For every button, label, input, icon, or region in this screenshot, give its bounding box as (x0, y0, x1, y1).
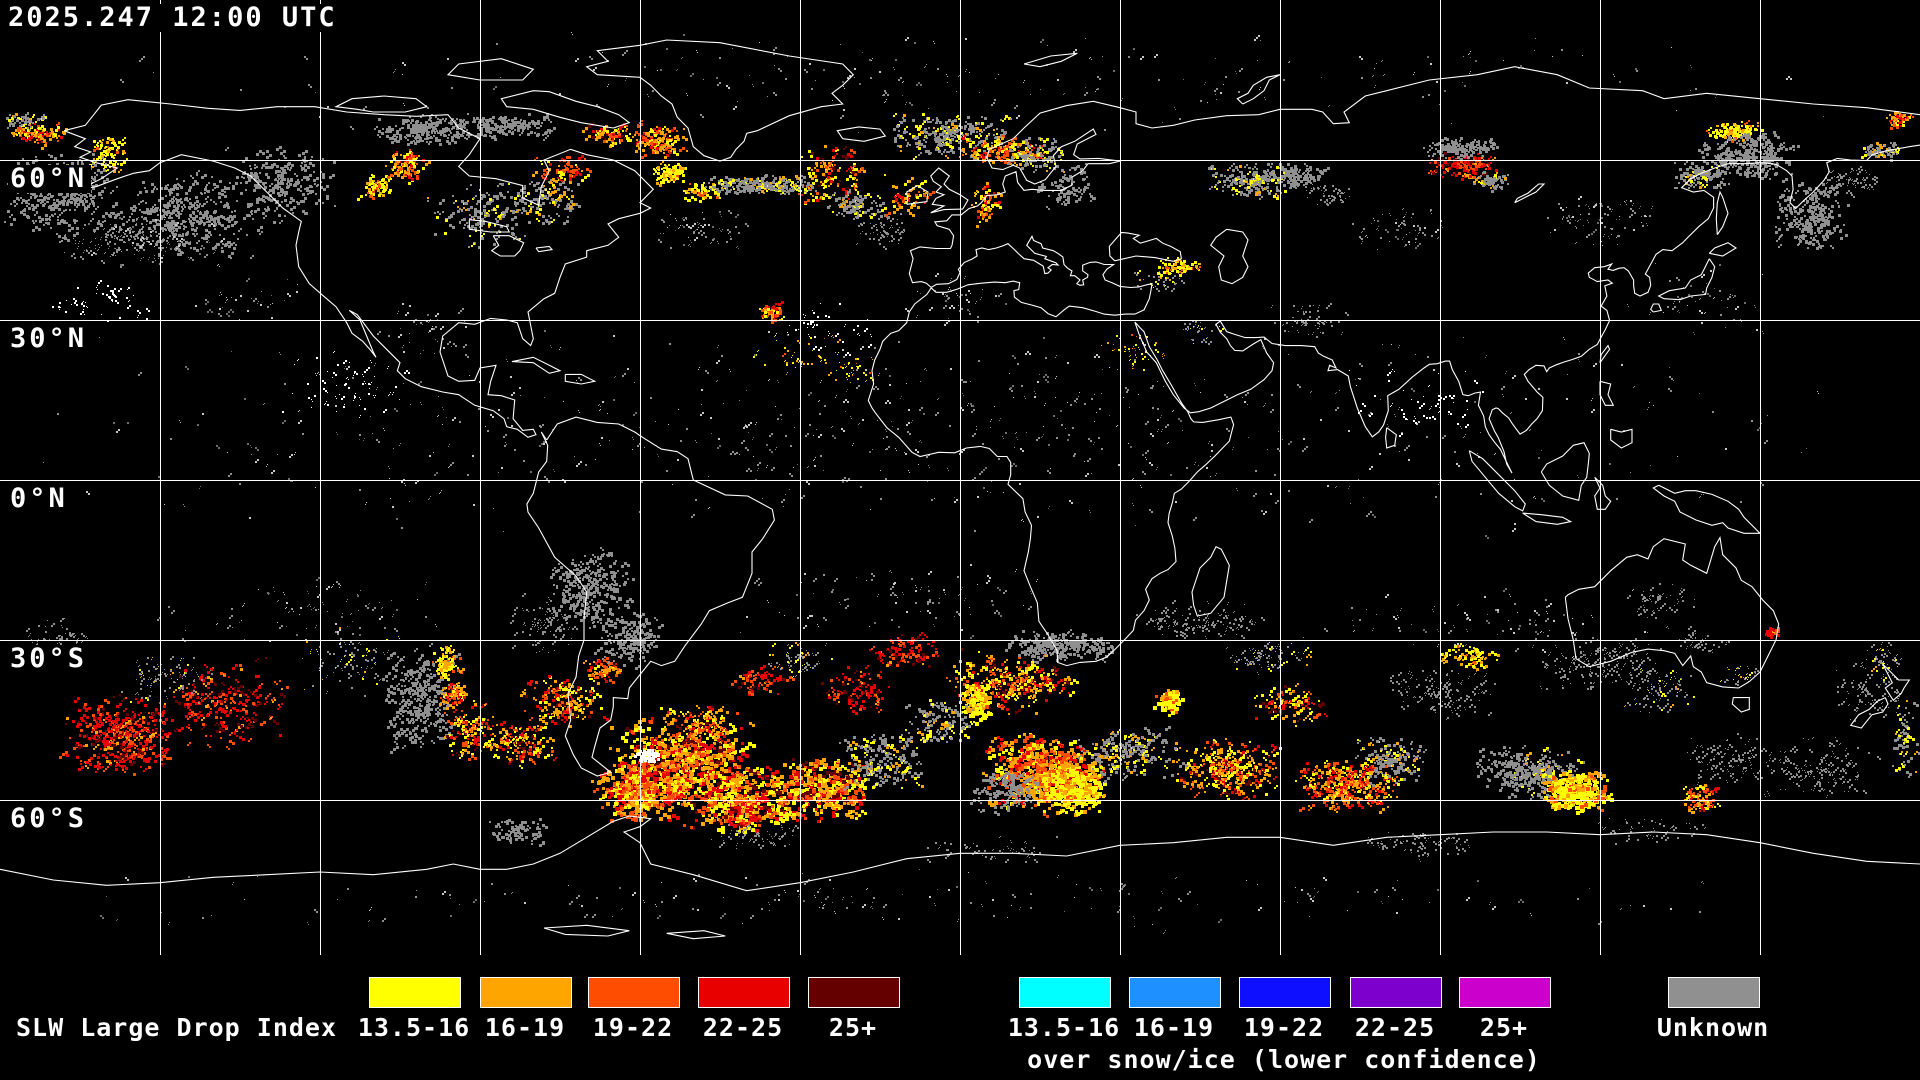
coastline-path (1599, 380, 1615, 406)
legend-range-label: 25+ (828, 1013, 878, 1042)
legend-swatch-liquid-13.5-16 (369, 977, 461, 1008)
coastline-path (446, 58, 535, 81)
legend-range-label: 22-25 (702, 1013, 784, 1042)
coastline-path (1191, 545, 1230, 617)
coastline-path (1236, 74, 1281, 105)
coastline-path (1594, 476, 1612, 510)
legend-swatch-snow-ice-19-22 (1239, 977, 1331, 1008)
coastline-path (1652, 484, 1762, 534)
coastline-path (1610, 428, 1633, 449)
coastline-path (585, 39, 855, 162)
coastline-path (1657, 258, 1716, 301)
coastline-path (63, 99, 655, 438)
legend-range-label: 13.5-16 (1007, 1013, 1121, 1042)
legend-swatch-snow-ice-16-19 (1129, 977, 1221, 1008)
coastline-path (1540, 442, 1590, 501)
legend-range-label: 22-25 (1354, 1013, 1436, 1042)
coastline-grid-layer (0, 0, 1920, 955)
coastline-path (1108, 231, 1182, 262)
coastline-path (930, 167, 969, 214)
legend-unknown-label: Unknown (1656, 1013, 1770, 1042)
legend: SLW Large Drop Index over snow/ice (lowe… (0, 960, 1920, 1080)
legend-range-label: 25+ (1479, 1013, 1529, 1042)
coastline-path (526, 416, 775, 777)
legend-swatch-liquid-25+ (808, 977, 900, 1008)
legend-snow-ice-caption: over snow/ice (lower confidence) (1027, 1045, 1541, 1074)
coastline-path (543, 924, 630, 937)
legend-range-label: 16-19 (1133, 1013, 1215, 1042)
latitude-label: 0°N (8, 484, 72, 514)
legend-swatch-liquid-16-19 (480, 977, 572, 1008)
coastline-path (1514, 183, 1546, 204)
coastline-path (1849, 697, 1889, 729)
coastline-path (666, 930, 726, 940)
legend-swatch-snow-ice-25+ (1459, 977, 1551, 1008)
latitude-label: 30°S (8, 644, 92, 674)
coastline-path (0, 815, 1920, 892)
coastlines (0, 39, 1920, 940)
coastline-path (1715, 190, 1729, 236)
coastline-path (1731, 697, 1750, 713)
coastline-path (490, 235, 525, 257)
coastline-path (1708, 242, 1738, 257)
legend-swatch-snow-ice-22-25 (1350, 977, 1442, 1008)
legend-range-label: 19-22 (1243, 1013, 1325, 1042)
legend-title: SLW Large Drop Index (16, 1013, 338, 1042)
legend-swatch-liquid-19-22 (588, 977, 680, 1008)
legend-swatch-unknown (1668, 977, 1760, 1008)
timestamp-label: 2025.247 12:00 UTC (6, 3, 341, 33)
latitude-label: 30°N (8, 324, 92, 354)
coastline-path (564, 373, 597, 385)
legend-swatch-snow-ice-13.5-16 (1019, 977, 1111, 1008)
coastline-path (334, 95, 428, 113)
coastline-path (468, 219, 511, 233)
legend-range-label: 19-22 (592, 1013, 674, 1042)
coastline-path (1023, 52, 1078, 68)
coastline-path (1599, 344, 1611, 364)
coastline-path (535, 245, 554, 253)
gridlines (0, 0, 1920, 955)
coastline-path (906, 184, 929, 205)
coastline-path (1468, 450, 1526, 512)
coastline-path (1209, 228, 1249, 285)
coastline-path (836, 126, 887, 142)
coastline-path (1385, 427, 1397, 449)
coastline-path (500, 90, 631, 129)
coastline-path (1882, 663, 1911, 702)
coastline-path (1564, 535, 1780, 689)
latitude-label: 60°N (8, 164, 92, 194)
coastline-path (867, 66, 1920, 667)
latitude-label: 60°S (8, 804, 92, 834)
legend-swatch-liquid-22-25 (698, 977, 790, 1008)
legend-range-label: 16-19 (484, 1013, 566, 1042)
coastline-path (511, 356, 562, 374)
legend-range-label: 13.5-16 (357, 1013, 471, 1042)
coastline-path (1650, 303, 1663, 313)
coastline-path (1522, 512, 1573, 525)
